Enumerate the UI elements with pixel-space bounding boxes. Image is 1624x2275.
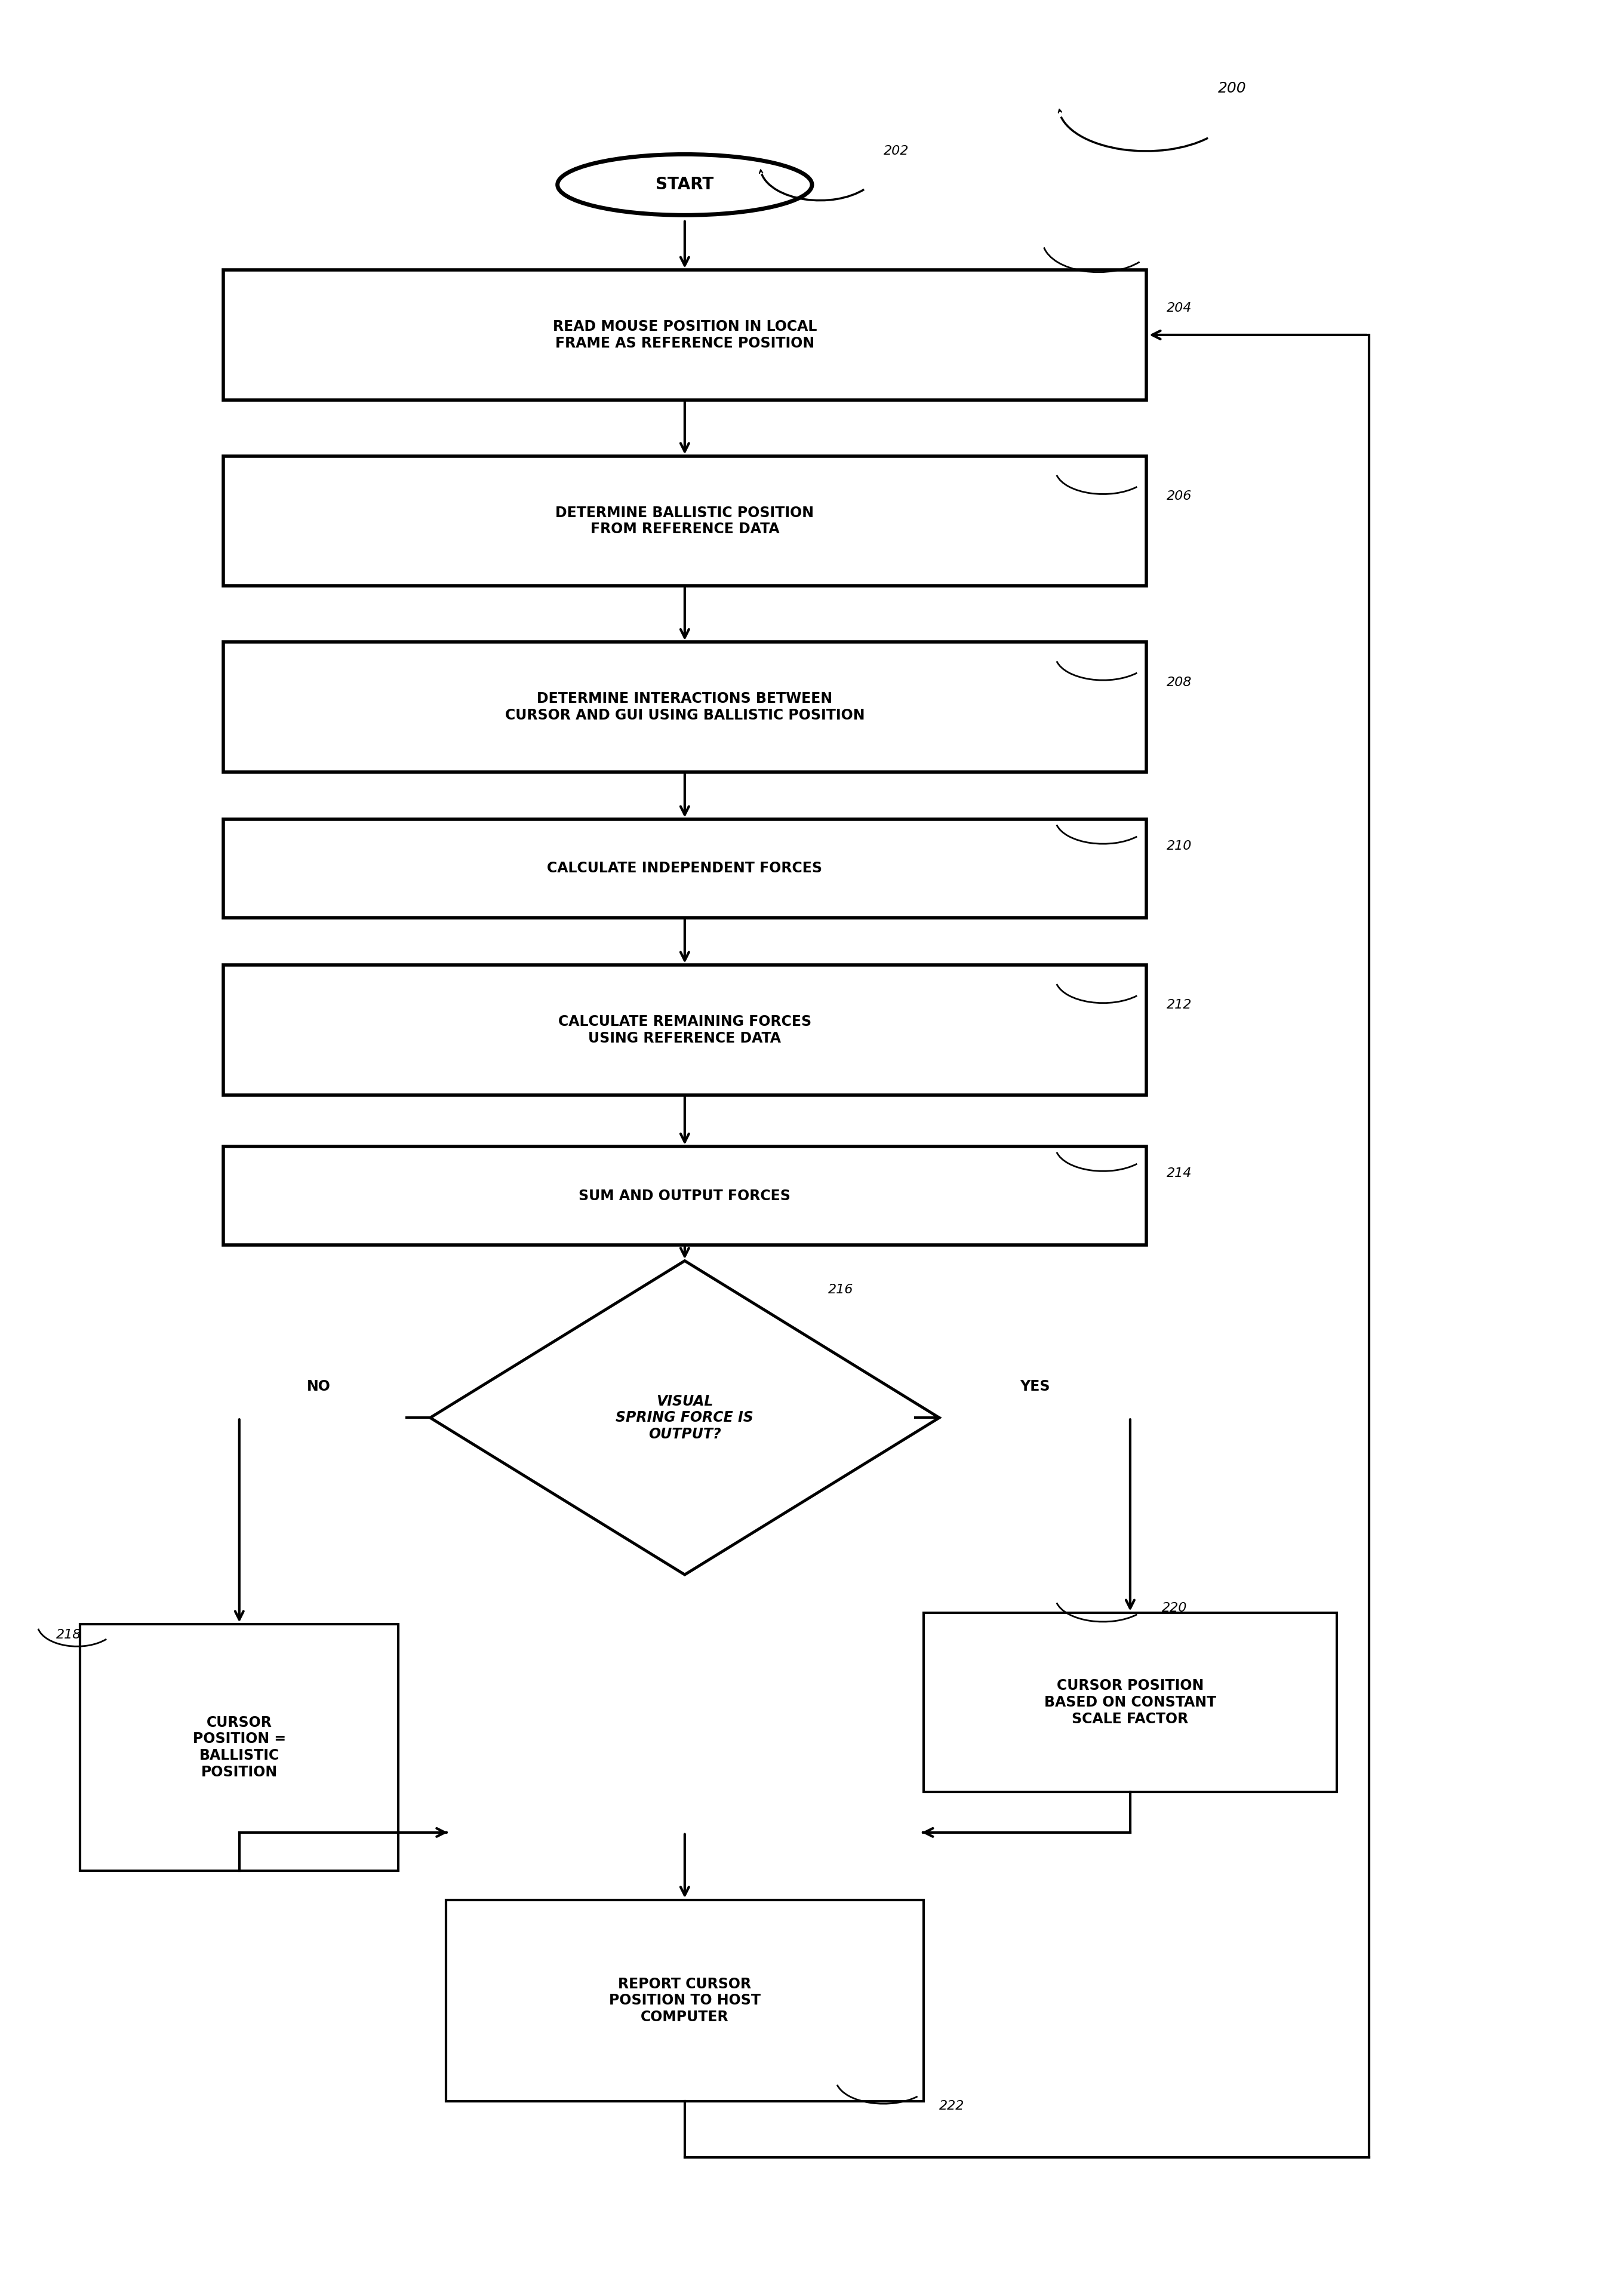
Text: NO: NO [307, 1379, 331, 1395]
Text: DETERMINE INTERACTIONS BETWEEN
CURSOR AND GUI USING BALLISTIC POSITION: DETERMINE INTERACTIONS BETWEEN CURSOR AN… [505, 692, 864, 723]
Text: YES: YES [1020, 1379, 1049, 1395]
FancyBboxPatch shape [924, 1613, 1337, 1793]
Text: 222: 222 [939, 2100, 965, 2111]
Text: 206: 206 [1166, 491, 1192, 503]
Text: CALCULATE REMAINING FORCES
USING REFERENCE DATA: CALCULATE REMAINING FORCES USING REFEREN… [559, 1015, 812, 1044]
Text: START: START [656, 177, 715, 193]
Text: 210: 210 [1166, 839, 1192, 853]
FancyBboxPatch shape [80, 1624, 398, 1870]
Text: CURSOR
POSITION =
BALLISTIC
POSITION: CURSOR POSITION = BALLISTIC POSITION [193, 1715, 286, 1779]
Text: CURSOR POSITION
BASED ON CONSTANT
SCALE FACTOR: CURSOR POSITION BASED ON CONSTANT SCALE … [1044, 1679, 1216, 1727]
Polygon shape [430, 1260, 939, 1574]
Text: 208: 208 [1166, 676, 1192, 689]
Text: READ MOUSE POSITION IN LOCAL
FRAME AS REFERENCE POSITION: READ MOUSE POSITION IN LOCAL FRAME AS RE… [552, 319, 817, 350]
Text: DETERMINE BALLISTIC POSITION
FROM REFERENCE DATA: DETERMINE BALLISTIC POSITION FROM REFERE… [555, 505, 814, 537]
FancyBboxPatch shape [224, 642, 1147, 771]
FancyBboxPatch shape [224, 965, 1147, 1094]
Text: 202: 202 [883, 146, 909, 157]
Text: VISUAL
SPRING FORCE IS
OUTPUT?: VISUAL SPRING FORCE IS OUTPUT? [615, 1395, 754, 1442]
Text: 218: 218 [57, 1629, 81, 1640]
Text: 204: 204 [1166, 303, 1192, 314]
FancyBboxPatch shape [224, 1147, 1147, 1244]
Text: 216: 216 [828, 1283, 853, 1297]
FancyBboxPatch shape [224, 455, 1147, 587]
Text: SUM AND OUTPUT FORCES: SUM AND OUTPUT FORCES [578, 1188, 791, 1203]
Text: 220: 220 [1163, 1602, 1187, 1615]
Text: 200: 200 [1218, 82, 1246, 96]
FancyBboxPatch shape [224, 271, 1147, 400]
FancyBboxPatch shape [224, 819, 1147, 917]
Text: REPORT CURSOR
POSITION TO HOST
COMPUTER: REPORT CURSOR POSITION TO HOST COMPUTER [609, 1977, 760, 2025]
FancyBboxPatch shape [447, 1900, 924, 2102]
Text: CALCULATE INDEPENDENT FORCES: CALCULATE INDEPENDENT FORCES [547, 862, 822, 876]
Ellipse shape [557, 155, 812, 216]
Text: 212: 212 [1166, 999, 1192, 1010]
Text: 214: 214 [1166, 1167, 1192, 1178]
